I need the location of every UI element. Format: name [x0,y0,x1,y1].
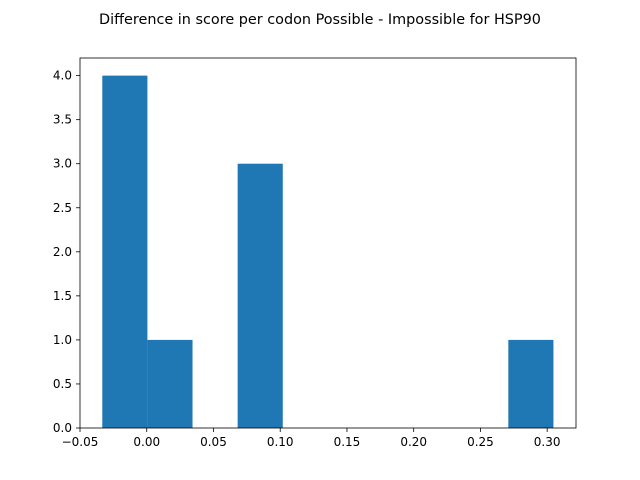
x-tick-label: −0.05 [62,435,99,449]
y-tick-label: 1.0 [53,333,72,347]
x-tick-label: 0.05 [200,435,227,449]
y-tick-label: 4.0 [53,69,72,83]
x-axis: −0.05 0.00 0.05 0.10 0.15 0.20 0.25 0.30 [62,428,561,449]
histogram-bar-9 [508,339,554,428]
x-tick-label: 0.10 [267,435,294,449]
y-tick-label: 1.5 [53,289,72,303]
x-tick-label: 0.00 [133,435,160,449]
bars-layer [102,75,554,429]
y-tick-label: 3.5 [53,113,72,127]
x-tick-label: 0.30 [534,435,561,449]
histogram-bar-3 [237,163,283,428]
chart-title: Difference in score per codon Possible -… [99,12,541,28]
histogram-bar-0 [102,75,148,429]
plot-frame [79,57,577,429]
y-tick-label: 2.5 [53,201,72,215]
x-tick-label: 0.15 [334,435,361,449]
y-axis: 0.0 0.5 1.0 1.5 2.0 2.5 3.0 3.5 4.0 [53,69,80,435]
y-tick-label: 0.5 [53,377,72,391]
y-tick-label: 0.0 [53,421,72,435]
x-tick-label: 0.20 [400,435,427,449]
x-tick-label: 0.25 [467,435,494,449]
y-tick-label: 3.0 [53,157,72,171]
y-tick-label: 2.0 [53,245,72,259]
histogram-bar-1 [147,339,193,428]
